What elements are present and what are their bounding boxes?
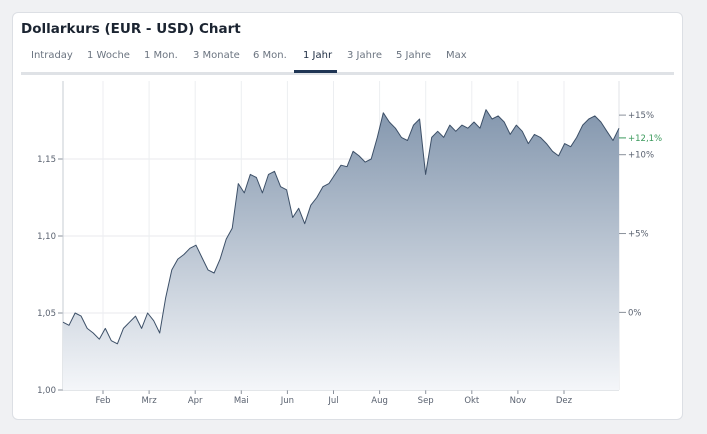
tab-intraday[interactable]: Intraday (31, 50, 73, 61)
series-line (62, 109, 620, 345)
x-tick-label: Sep (418, 396, 434, 406)
page-title: Dollarkurs (EUR - USD) Chart (21, 21, 241, 37)
x-tick-label: Apr (188, 396, 203, 406)
right-axis-label: +5% (628, 230, 649, 240)
x-tick-label: Aug (371, 396, 388, 406)
tab-1-year[interactable]: 1 Jahr (303, 50, 333, 61)
x-tick-label: Mai (234, 396, 249, 406)
x-tick-label: Okt (464, 396, 480, 406)
tab-5-years[interactable]: 5 Jahre (396, 50, 431, 61)
y-tick-label: 1,05 (37, 309, 56, 319)
tab-max[interactable]: Max (446, 50, 467, 61)
x-tick-label: Nov (510, 396, 527, 406)
right-axis-label: 0% (628, 308, 642, 318)
x-tick-label: Jul (327, 396, 338, 406)
time-range-tabs: Intraday 1 Woche 1 Mon. 3 Monate 6 Mon. … (21, 48, 674, 75)
x-tick-label: Feb (95, 396, 110, 406)
right-axis-label: +15% (628, 111, 654, 121)
current-change-label: +12,1% (628, 134, 662, 144)
tab-3-years[interactable]: 3 Jahre (347, 50, 382, 61)
x-tick-label: Mrz (141, 396, 157, 406)
y-tick-label: 1,00 (37, 386, 56, 396)
right-axis-label: +10% (628, 151, 654, 161)
series-area (63, 109, 619, 390)
active-tab-indicator (294, 70, 337, 73)
tab-1-week[interactable]: 1 Woche (87, 50, 130, 61)
tab-6-months[interactable]: 6 Mon. (253, 50, 287, 61)
chart-card: Dollarkurs (EUR - USD) Chart Intraday 1 … (12, 12, 683, 420)
y-tick-label: 1,10 (37, 232, 56, 242)
chart-area: 1,00 1,05 1,10 1,15 Feb Mrz Apr Mai Jun Jul Aug Sep… (37, 81, 662, 406)
y-tick-label: 1,15 (37, 155, 56, 165)
x-tick-label: Dez (556, 396, 573, 406)
tab-3-months[interactable]: 3 Monate (193, 50, 240, 61)
tab-1-month[interactable]: 1 Mon. (144, 50, 178, 61)
x-tick-label: Jun (280, 396, 294, 406)
